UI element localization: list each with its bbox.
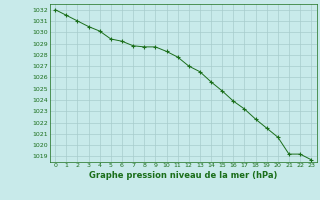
X-axis label: Graphe pression niveau de la mer (hPa): Graphe pression niveau de la mer (hPa)	[89, 171, 277, 180]
